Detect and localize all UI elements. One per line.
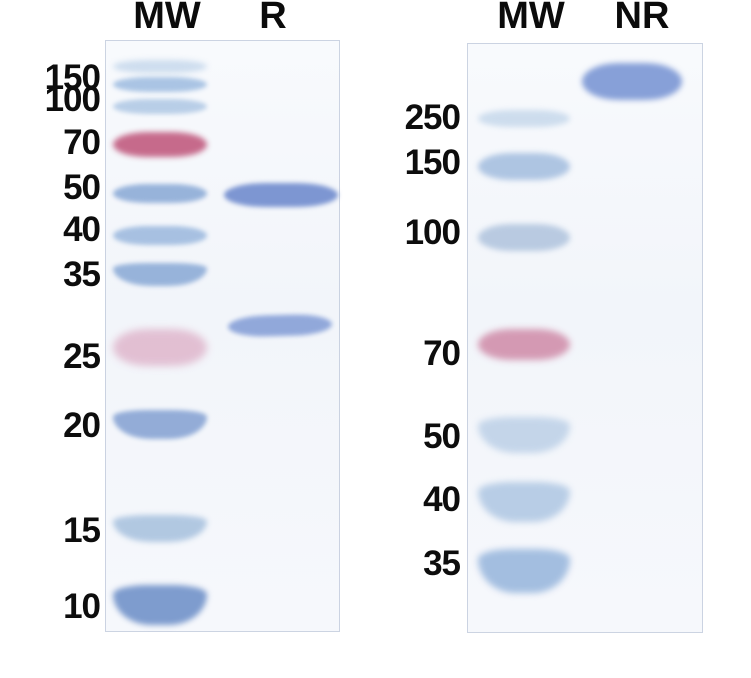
- mw-scale-label-50: 50: [423, 417, 461, 456]
- marker-band-20: [113, 410, 207, 439]
- mw-scale-label-25: 25: [63, 337, 101, 376]
- mw-scale-label-100: 100: [404, 213, 461, 252]
- mw-scale-label-35: 35: [63, 255, 101, 294]
- mw-scale-label-250: 250: [404, 98, 461, 137]
- marker-band-100: [478, 224, 570, 251]
- marker-band-70: [113, 132, 207, 157]
- sample-r-band: [224, 183, 338, 207]
- marker-band-150: [113, 77, 207, 92]
- mw-scale-label-10: 10: [63, 587, 101, 626]
- mw-scale-label-100: 100: [44, 80, 101, 119]
- mw-scale-label-20: 20: [63, 406, 101, 445]
- mw-scale-label-35: 35: [423, 544, 461, 583]
- marker-band-15: [113, 515, 207, 542]
- mw-scale-label-70: 70: [423, 334, 461, 373]
- lane-header-mw: MW: [497, 0, 565, 37]
- marker-band-100: [113, 99, 207, 114]
- marker-band-50: [113, 184, 207, 203]
- marker-band: [113, 60, 207, 73]
- mw-scale-label-150: 150: [44, 58, 101, 97]
- mw-scale-label-40: 40: [423, 480, 461, 519]
- marker-band-40: [113, 226, 207, 245]
- mw-scale-label-15: 15: [63, 511, 101, 550]
- mw-scale-label-50: 50: [63, 168, 101, 207]
- marker-band-150: [478, 153, 570, 180]
- marker-band-35: [113, 263, 207, 286]
- marker-band-10: [113, 585, 207, 625]
- marker-band-40: [478, 482, 570, 522]
- lane-header-nr: NR: [614, 0, 670, 37]
- mw-scale-label-150: 150: [404, 143, 461, 182]
- sample-nr-band: [582, 63, 682, 100]
- mw-scale-label-40: 40: [63, 210, 101, 249]
- marker-band-50: [478, 417, 570, 453]
- lane-header-r: R: [259, 0, 287, 37]
- marker-band-35: [478, 549, 570, 593]
- marker-band-70: [478, 329, 570, 360]
- lane-header-mw: MW: [133, 0, 201, 37]
- mw-scale-label-70: 70: [63, 123, 101, 162]
- marker-band-25: [113, 329, 207, 366]
- marker-band-250: [478, 110, 570, 127]
